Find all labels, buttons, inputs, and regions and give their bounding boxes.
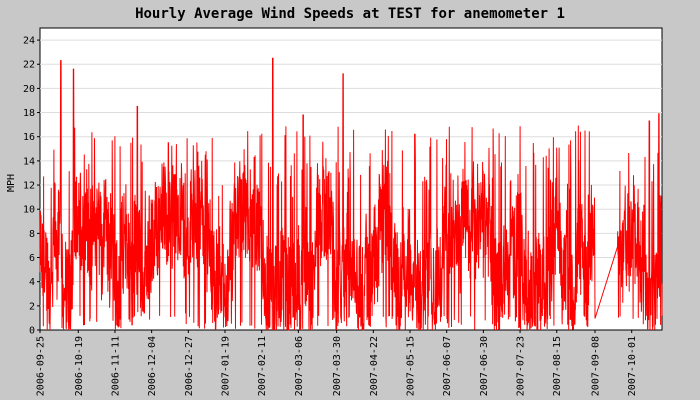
y-tick-label: 16 [23,132,35,143]
x-tick-label: 2007-03-06 [294,336,305,396]
y-axis-label: MPH [6,174,17,192]
x-tick-label: 2007-07-23 [516,336,527,396]
x-tick-label: 2006-11-11 [110,336,121,396]
y-tick-label: 0 [29,326,35,337]
x-tick-label: 2007-03-30 [332,336,343,396]
x-axis: 2006-09-25 2006-10-19 2006-11-11 2006-12-04… [36,330,638,396]
y-tick-label: 8 [29,229,35,240]
chart-title: Hourly Average Wind Speeds at TEST for a… [135,6,565,22]
wind-speed-series [39,57,663,331]
y-tick-label: 4 [29,277,35,288]
y-tick-label: 10 [23,205,35,216]
x-tick-label: 2007-04-22 [369,336,380,396]
y-tick-label: 12 [23,181,35,192]
x-tick-label: 2007-06-07 [442,336,453,396]
y-tick-label: 18 [23,108,35,119]
x-tick-label: 2006-12-27 [184,336,195,396]
y-tick-label: 22 [23,60,35,71]
y-tick-label: 20 [23,84,35,95]
y-tick-label: 6 [29,253,35,264]
x-tick-label: 2006-10-19 [74,336,85,396]
x-tick-label: 2007-09-08 [591,336,602,396]
x-tick-label: 2007-01-19 [221,336,232,396]
x-tick-label: 2007-06-30 [479,336,490,396]
x-tick-label: 2006-09-25 [36,336,47,396]
x-tick-label: 2007-08-15 [552,336,563,396]
y-tick-label: 14 [23,156,35,167]
x-tick-label: 2007-05-15 [406,336,417,396]
x-tick-label: 2006-12-04 [147,336,158,396]
y-tick-label: 24 [23,36,35,47]
x-tick-label: 2007-10-01 [627,336,638,396]
x-tick-label: 2007-02-11 [257,336,268,396]
y-tick-label: 2 [29,301,35,312]
